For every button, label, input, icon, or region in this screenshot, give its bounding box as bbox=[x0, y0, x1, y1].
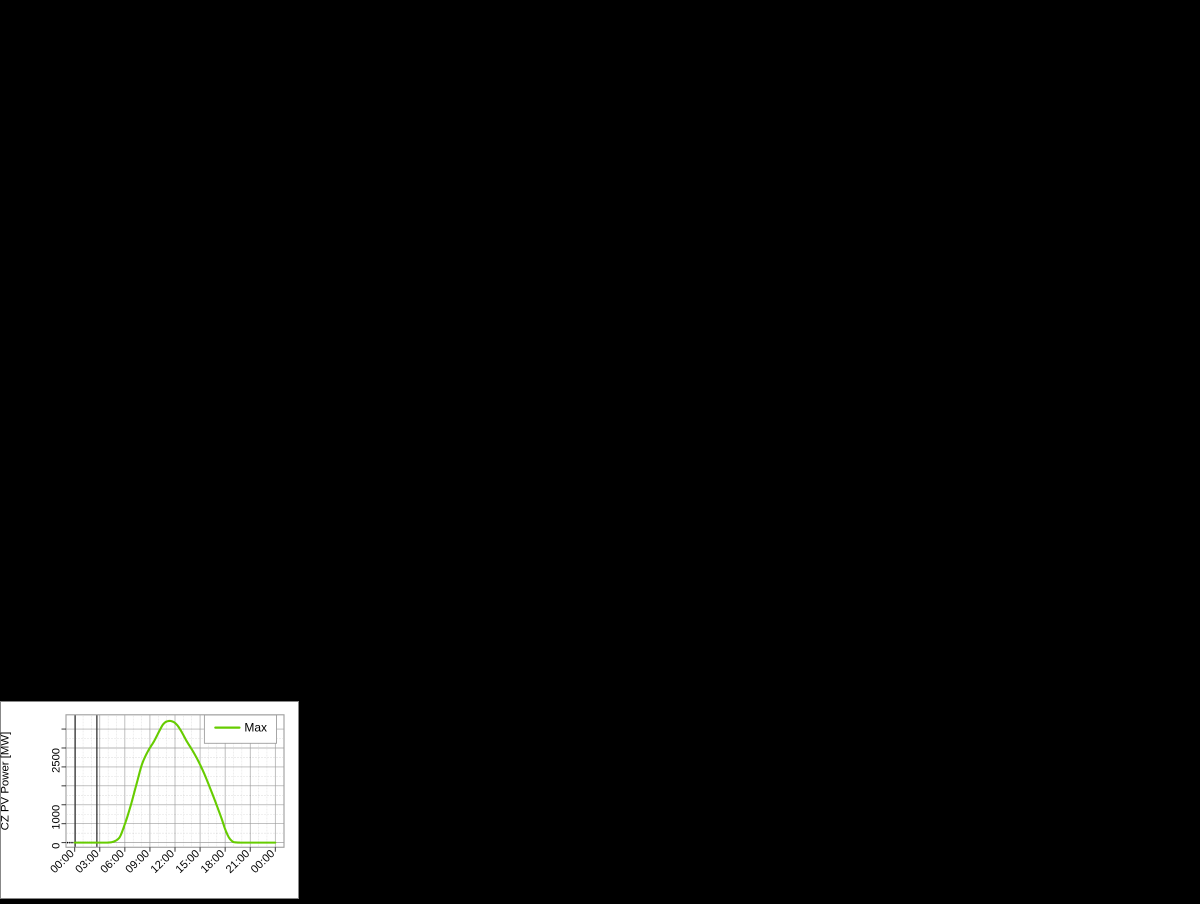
svg-text:03:00: 03:00 bbox=[73, 848, 101, 876]
svg-text:15:00: 15:00 bbox=[174, 848, 202, 876]
svg-text:2500: 2500 bbox=[51, 748, 63, 773]
svg-text:Max: Max bbox=[244, 721, 267, 735]
svg-text:21:00: 21:00 bbox=[224, 848, 252, 876]
svg-text:00:00: 00:00 bbox=[48, 848, 76, 876]
svg-text:18:00: 18:00 bbox=[199, 848, 227, 876]
svg-text:00:00: 00:00 bbox=[249, 848, 277, 876]
svg-text:06:00: 06:00 bbox=[98, 848, 126, 876]
svg-text:CZ PV Power [MW]: CZ PV Power [MW] bbox=[0, 732, 12, 831]
svg-text:0: 0 bbox=[51, 843, 63, 849]
svg-text:09:00: 09:00 bbox=[124, 848, 152, 876]
svg-text:1000: 1000 bbox=[51, 805, 63, 830]
svg-text:12:00: 12:00 bbox=[149, 848, 177, 876]
